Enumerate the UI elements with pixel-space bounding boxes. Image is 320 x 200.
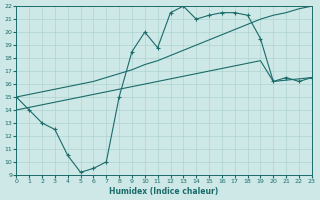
X-axis label: Humidex (Indice chaleur): Humidex (Indice chaleur) [109,187,219,196]
